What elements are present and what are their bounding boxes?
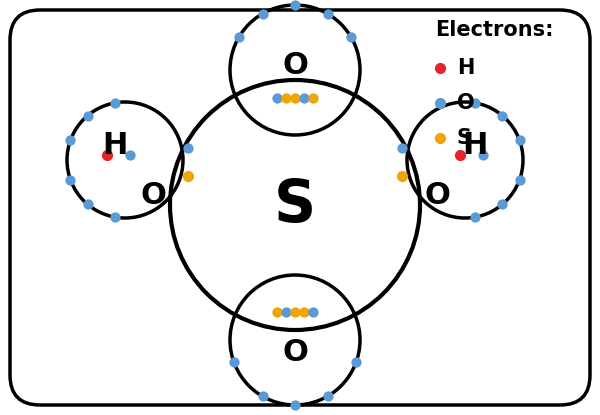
Point: [290, 309, 300, 315]
Point: [125, 151, 135, 158]
Point: [234, 34, 244, 41]
Point: [272, 95, 282, 101]
Text: H: H: [463, 130, 488, 159]
Text: O: O: [282, 51, 308, 80]
Point: [351, 359, 361, 366]
Text: H: H: [457, 58, 475, 78]
Point: [397, 145, 407, 151]
Point: [323, 10, 332, 17]
Text: S: S: [457, 128, 472, 148]
Point: [435, 65, 445, 71]
Text: Electrons:: Electrons:: [435, 20, 554, 40]
Point: [478, 151, 488, 158]
Point: [497, 112, 507, 119]
Point: [110, 214, 120, 220]
Point: [281, 309, 291, 315]
Point: [65, 176, 75, 183]
Point: [308, 95, 318, 101]
Point: [83, 112, 92, 119]
Point: [290, 2, 300, 8]
Point: [515, 176, 524, 183]
Point: [65, 137, 75, 144]
Text: O: O: [457, 93, 475, 113]
Point: [455, 151, 465, 158]
Point: [102, 151, 112, 158]
Point: [497, 201, 507, 208]
Text: O: O: [140, 181, 166, 210]
Text: O: O: [282, 337, 308, 366]
Point: [435, 135, 445, 142]
Text: O: O: [424, 181, 450, 210]
Point: [229, 359, 239, 366]
Text: H: H: [103, 130, 128, 159]
FancyBboxPatch shape: [10, 10, 590, 405]
Point: [258, 393, 268, 400]
Point: [290, 402, 300, 408]
Point: [258, 10, 268, 17]
Point: [110, 100, 120, 106]
Point: [290, 95, 300, 101]
Point: [323, 393, 332, 400]
Point: [435, 100, 445, 106]
Point: [470, 100, 480, 106]
Point: [397, 173, 407, 179]
Point: [83, 201, 92, 208]
Point: [299, 95, 309, 101]
Point: [272, 309, 282, 315]
Point: [515, 137, 524, 144]
Point: [183, 145, 193, 151]
Point: [281, 95, 291, 101]
Point: [346, 34, 356, 41]
Text: S: S: [274, 176, 316, 234]
Point: [308, 309, 318, 315]
Point: [470, 214, 480, 220]
Point: [299, 309, 309, 315]
Point: [183, 173, 193, 179]
